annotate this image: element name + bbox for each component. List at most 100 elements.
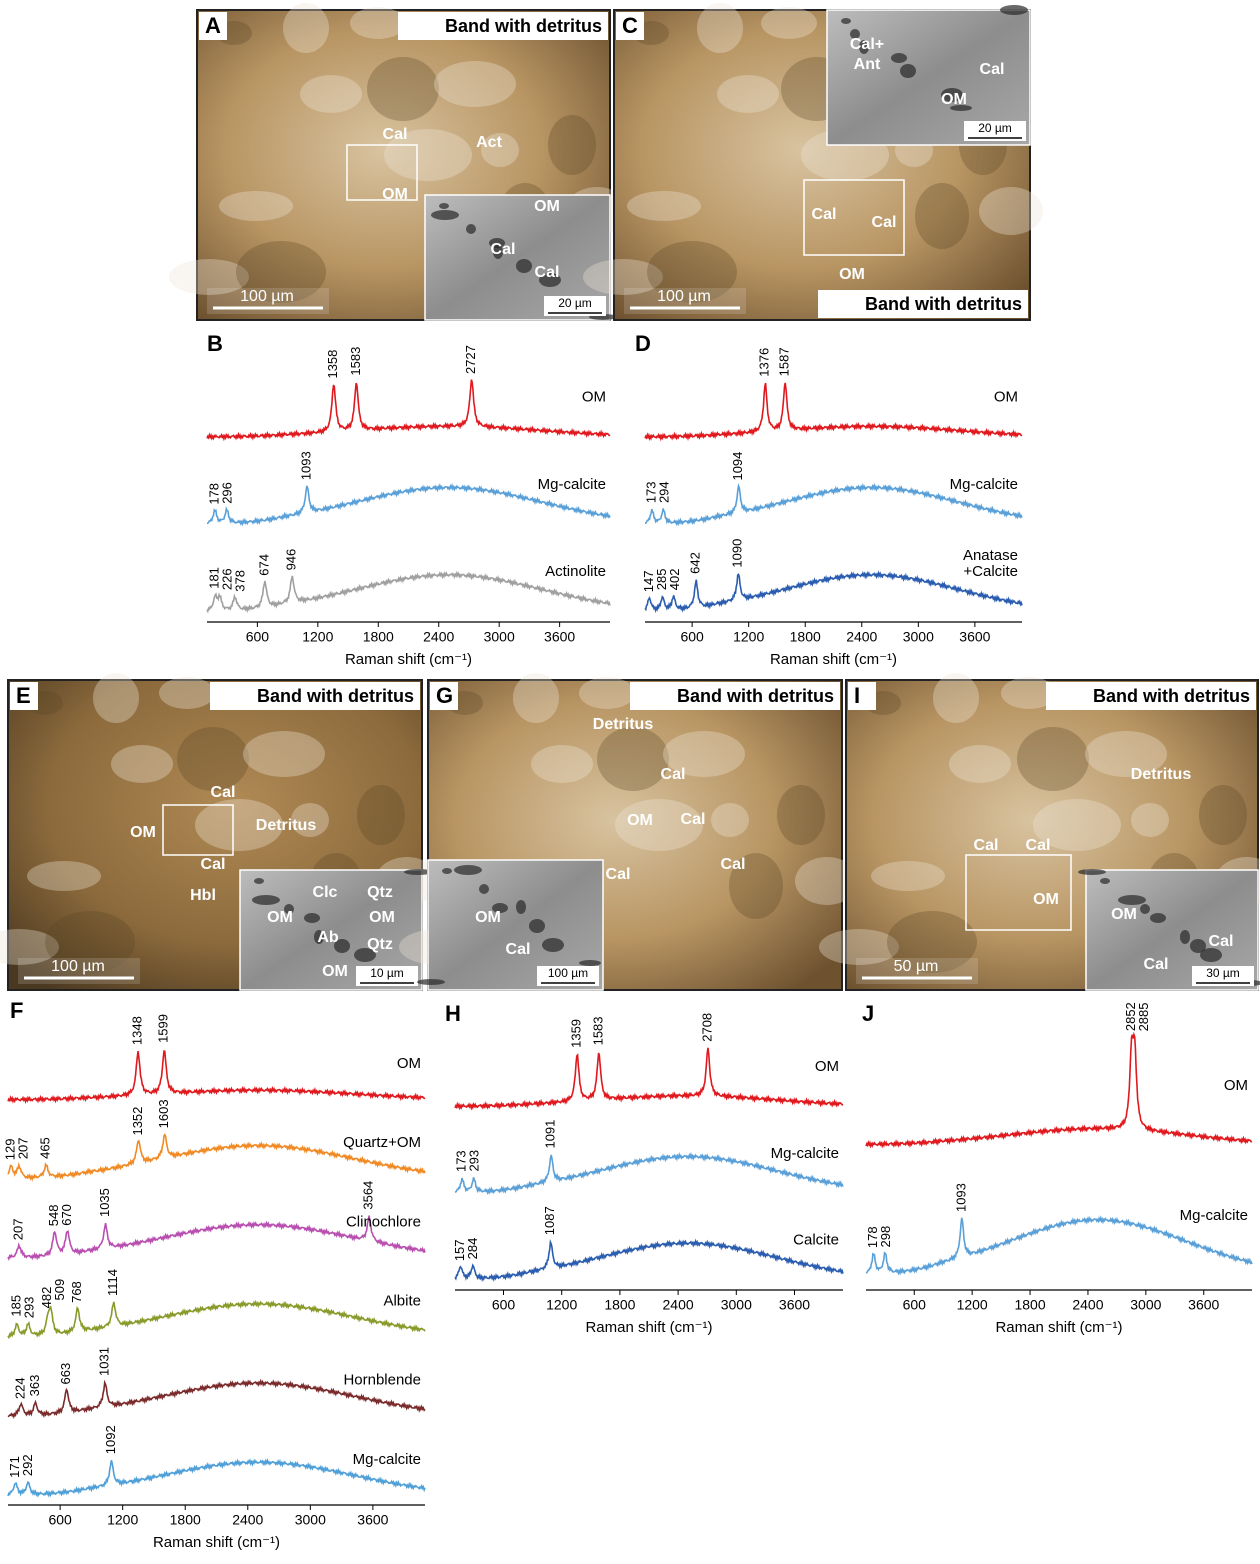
mineral-grain xyxy=(283,3,329,53)
peak-label: 1114 xyxy=(105,1269,120,1296)
x-tick-label: 3000 xyxy=(1130,1297,1161,1313)
x-axis-label: Raman shift (cm⁻¹) xyxy=(770,651,897,668)
mineral-grain xyxy=(949,745,1011,783)
inset-grain xyxy=(439,203,449,209)
inset-grain xyxy=(466,224,476,234)
series-label: Mg-calcite xyxy=(950,476,1018,493)
mineral-label: Cal xyxy=(201,856,226,873)
mineral-grain xyxy=(159,677,215,709)
inset-grain xyxy=(254,878,264,884)
series-label: OM xyxy=(1224,1077,1248,1094)
peak-label: 674 xyxy=(256,554,271,576)
peak-label: 207 xyxy=(15,1137,30,1159)
peak-label: 670 xyxy=(59,1204,74,1226)
mineral-grain xyxy=(979,187,1043,235)
mineral-grain xyxy=(761,7,817,39)
mineral-grain xyxy=(357,785,405,845)
inset-scale-label: 30 µm xyxy=(1206,966,1240,980)
spectrum-curve xyxy=(866,1218,1252,1273)
inset-grain xyxy=(304,913,320,923)
mineral-grain xyxy=(711,803,749,837)
x-tick-label: 3600 xyxy=(544,629,575,645)
inset-grain xyxy=(1150,913,1166,923)
panel-letter: C xyxy=(622,13,638,38)
inset-grain xyxy=(891,53,907,63)
scale-bar-label: 100 µm xyxy=(51,958,105,975)
x-tick-label: 600 xyxy=(492,1297,516,1313)
series-label: Clinochlore xyxy=(346,1213,421,1230)
banner: Band with detritus xyxy=(445,16,602,36)
mineral-label: Cal xyxy=(211,784,236,801)
peak-label: 1093 xyxy=(953,1183,968,1212)
spectrum-curve xyxy=(455,1241,843,1279)
mineral-grain xyxy=(627,191,701,221)
mineral-grain xyxy=(777,785,825,845)
panel-letter: E xyxy=(16,683,31,708)
inset-grain xyxy=(542,938,564,952)
mineral-label: Cal xyxy=(681,811,706,828)
inset-sem: ClcQtzOMAbOMQtzOM10 µm xyxy=(240,869,432,990)
peak-label: 509 xyxy=(52,1279,67,1301)
mineral-grain xyxy=(871,861,945,891)
spectrum-curve xyxy=(866,1035,1252,1146)
mineral-label: Hbl xyxy=(190,887,216,904)
inset-label: Cal xyxy=(535,264,560,281)
mineral-grain xyxy=(531,745,593,783)
x-tick-label: 600 xyxy=(246,629,270,645)
x-tick-label: 1200 xyxy=(733,629,764,645)
mineral-label: Cal xyxy=(661,766,686,783)
mineral-label: Cal xyxy=(606,866,631,883)
mineral-label: Detritus xyxy=(256,817,317,834)
mineral-label: Cal xyxy=(872,214,897,231)
spectrum-curve xyxy=(8,1051,425,1101)
peak-label: 946 xyxy=(284,549,299,571)
x-tick-label: 1200 xyxy=(957,1297,988,1313)
inset-label: OM xyxy=(1111,906,1137,923)
inset-grain xyxy=(479,884,489,894)
spectrum-curve xyxy=(455,1048,843,1108)
series-label: Hornblende xyxy=(343,1372,421,1389)
x-axis-label: Raman shift (cm⁻¹) xyxy=(995,1319,1122,1336)
inset-grain xyxy=(252,895,280,905)
peak-label: 2885 xyxy=(1136,1002,1151,1031)
x-axis-label: Raman shift (cm⁻¹) xyxy=(345,651,472,668)
x-tick-label: 3000 xyxy=(903,629,934,645)
mineral-grain xyxy=(177,727,249,791)
series-label: +Calcite xyxy=(963,563,1018,580)
micrograph-panel: GBand with detritus50 µmDetritusCalOMCal… xyxy=(399,673,859,990)
peak-label: 1352 xyxy=(130,1107,145,1136)
inset-grain xyxy=(579,960,601,966)
x-tick-label: 1800 xyxy=(790,629,821,645)
inset-label: OM xyxy=(534,198,560,215)
peak-label: 2727 xyxy=(463,345,478,374)
panel-letter: A xyxy=(205,13,221,38)
peak-label: 292 xyxy=(20,1454,35,1476)
peak-label: 1599 xyxy=(156,1014,171,1043)
series-label: Mg-calcite xyxy=(353,1451,421,1468)
panel-letter: G xyxy=(436,683,453,708)
series-label: OM xyxy=(815,1058,839,1075)
mineral-grain xyxy=(300,75,362,113)
series-label: Actinolite xyxy=(545,563,606,580)
inset-label: Cal+ xyxy=(850,36,884,53)
inset-label: OM xyxy=(322,963,348,980)
series-label: Quartz+OM xyxy=(343,1134,421,1151)
peak-label: 1358 xyxy=(325,350,340,379)
peak-label: 2708 xyxy=(699,1013,714,1042)
peak-label: 1359 xyxy=(569,1019,584,1048)
mineral-label: OM xyxy=(130,824,156,841)
mineral-grain xyxy=(915,183,969,249)
inset-scale-label: 100 µm xyxy=(548,966,588,980)
peak-label: 1587 xyxy=(777,347,792,376)
x-tick-label: 2400 xyxy=(232,1512,263,1528)
spectrum-curve xyxy=(645,383,1022,439)
x-tick-label: 600 xyxy=(903,1297,927,1313)
inset-label: Ab xyxy=(317,929,339,946)
peak-label: 1091 xyxy=(543,1120,558,1149)
mineral-label: OM xyxy=(627,812,653,829)
x-tick-label: 3000 xyxy=(295,1512,326,1528)
mineral-grain xyxy=(579,677,635,709)
mineral-grain xyxy=(111,745,173,783)
inset-label: Qtz xyxy=(367,936,393,953)
